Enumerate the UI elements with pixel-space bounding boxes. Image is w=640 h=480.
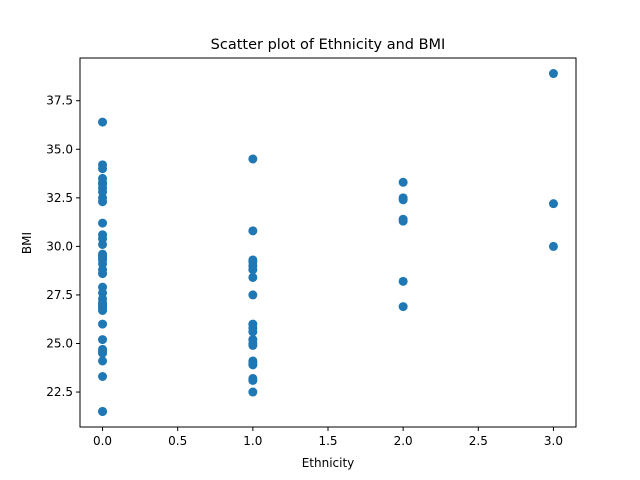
x-tick-label: 1.0 [243, 434, 262, 448]
data-point [98, 406, 108, 416]
data-point [248, 257, 258, 267]
y-axis-label: BMI [20, 232, 34, 254]
y-tick-label: 32.5 [46, 191, 73, 205]
data-point [398, 302, 408, 312]
data-point [398, 276, 408, 286]
data-point [98, 269, 108, 279]
data-point [248, 387, 258, 397]
x-tick-label: 2.0 [394, 434, 413, 448]
data-point [248, 290, 258, 300]
data-point [98, 179, 108, 189]
data-point [98, 300, 108, 310]
data-point [98, 117, 108, 127]
data-point [248, 154, 258, 164]
x-tick-label: 3.0 [544, 434, 563, 448]
data-point [398, 216, 408, 226]
data-point [248, 375, 258, 385]
data-point [98, 346, 108, 356]
y-tick-label: 35.0 [46, 142, 73, 156]
y-axis-ticks: 22.5 25.0 27.5 30.0 32.5 35.0 37.5 [46, 94, 80, 399]
chart-title: Scatter plot of Ethnicity and BMI [211, 37, 446, 53]
y-tick-label: 27.5 [46, 288, 73, 302]
data-point [248, 272, 258, 282]
x-axis-label: Ethnicity [302, 456, 355, 470]
data-points [98, 69, 558, 416]
data-point [98, 197, 108, 207]
data-point [98, 319, 108, 329]
data-point [98, 335, 108, 345]
data-point [248, 358, 258, 368]
data-point [248, 265, 258, 275]
data-point [248, 327, 258, 337]
data-point [98, 218, 108, 228]
data-point [248, 226, 258, 236]
x-tick-label: 0.5 [168, 434, 187, 448]
data-point [98, 239, 108, 249]
data-point [548, 199, 558, 209]
data-point [248, 338, 258, 348]
y-tick-label: 25.0 [46, 336, 73, 350]
x-axis-ticks: 0.0 0.5 1.0 1.5 2.0 2.5 3.0 [93, 427, 563, 448]
y-tick-label: 37.5 [46, 94, 73, 108]
x-tick-label: 0.0 [93, 434, 112, 448]
x-tick-label: 2.5 [469, 434, 488, 448]
data-point [548, 69, 558, 79]
data-point [548, 241, 558, 251]
data-point [98, 251, 108, 261]
data-point [98, 356, 108, 366]
y-tick-label: 30.0 [46, 239, 73, 253]
data-point [398, 177, 408, 187]
data-point [398, 195, 408, 205]
x-tick-label: 1.5 [318, 434, 337, 448]
data-point [98, 372, 108, 382]
data-point [98, 164, 108, 174]
y-tick-label: 22.5 [46, 385, 73, 399]
